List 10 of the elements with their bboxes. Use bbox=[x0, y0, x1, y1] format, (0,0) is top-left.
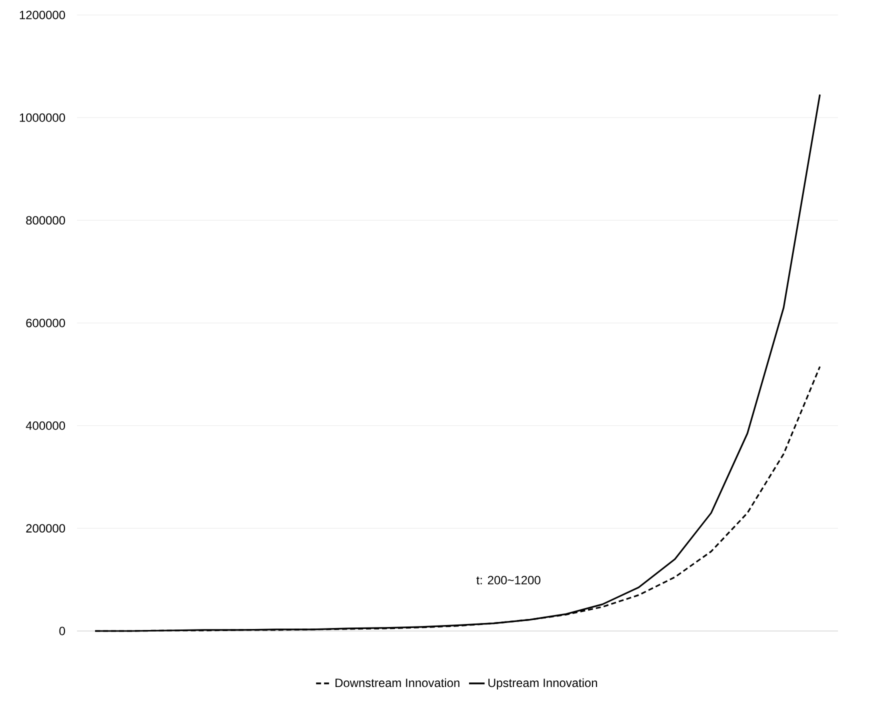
annotation: t: 200~1200 bbox=[476, 576, 540, 584]
y-tick-label: 1000000 bbox=[20, 113, 66, 122]
y-tick-label: 600000 bbox=[26, 318, 66, 328]
y-tick-label: 200000 bbox=[26, 524, 66, 533]
y-tick-label: 800000 bbox=[26, 216, 66, 225]
y-tick-label: 400000 bbox=[26, 421, 66, 430]
legend-label: Downstream Innovation bbox=[336, 678, 460, 688]
legend-label: Upstream Innovation bbox=[488, 678, 598, 690]
y-tick-label: 0 bbox=[59, 626, 66, 636]
y-tick-label: 1200000 bbox=[20, 10, 66, 20]
